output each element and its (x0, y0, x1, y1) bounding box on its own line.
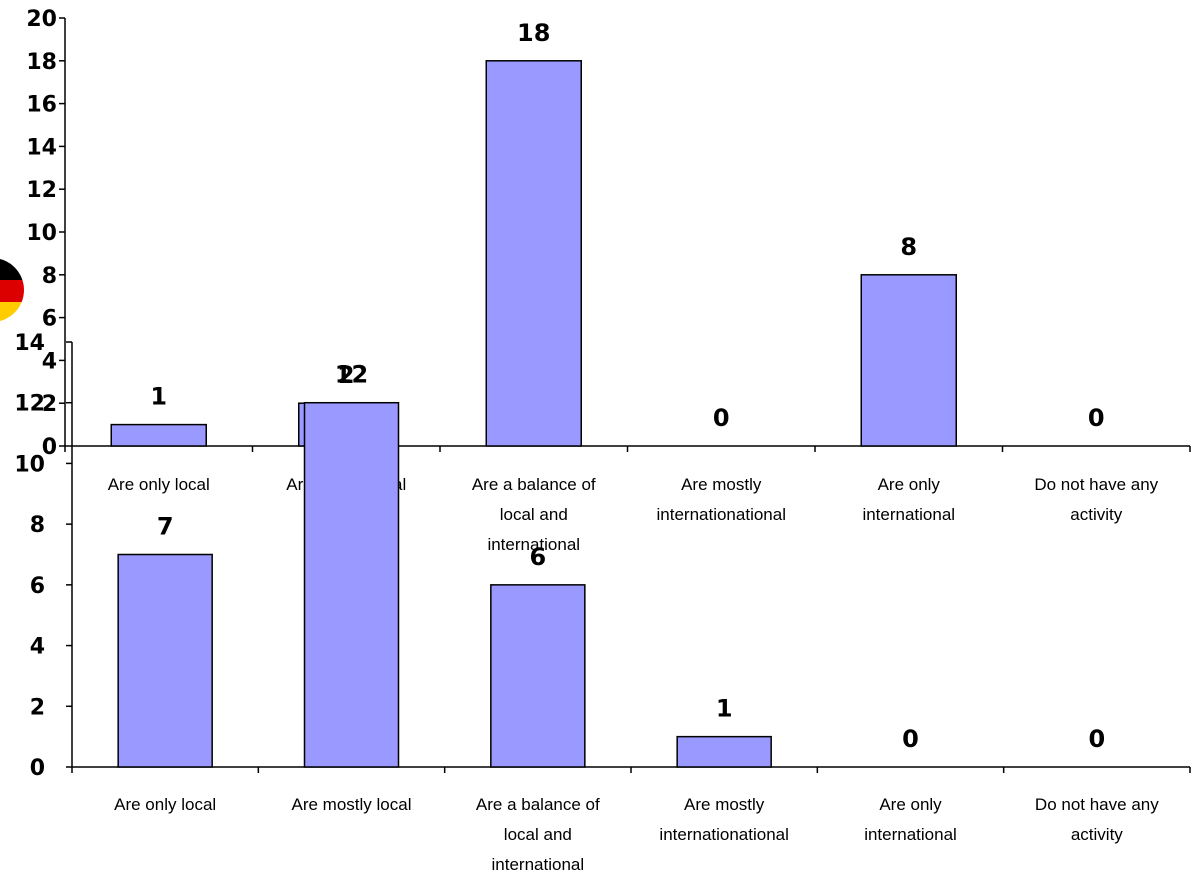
bar (676, 735, 772, 768)
y-tick-label: 18 (26, 50, 57, 75)
bar (117, 553, 213, 768)
data-label: 0 (902, 725, 919, 753)
y-tick-label: 8 (42, 264, 57, 289)
data-label: 8 (900, 233, 917, 261)
data-label: 0 (713, 404, 730, 432)
y-tick-label: 2 (42, 392, 57, 417)
data-label: 6 (529, 543, 546, 571)
bar (110, 423, 207, 447)
y-tick-label: 14 (26, 135, 57, 160)
chart-top: 0 2 4 6 8 10 12 14 16 18 20 1 Are only local 2 Are mos… (26, 7, 1191, 554)
category-label: Are only international (864, 795, 957, 844)
bar (490, 584, 586, 768)
y-tick-label: 10 (26, 221, 57, 246)
data-label: 1 (716, 695, 733, 723)
category-label: Are mostly internationational (657, 475, 786, 524)
category-label: Do not have any activity (1034, 475, 1158, 524)
bar (485, 60, 582, 447)
y-tick-label: 20 (26, 7, 57, 32)
y-tick-label: 8 (30, 513, 45, 538)
y-tick-label: 2 (30, 695, 45, 720)
category-label: Are only local (114, 795, 216, 814)
category-label: Are a balance of local and international (476, 795, 600, 871)
y-tick-label: 12 (26, 178, 57, 203)
category-label: Are mostly internationational (659, 795, 788, 844)
data-label: 2 (338, 361, 355, 389)
category-label: Are only international (862, 475, 955, 524)
data-label: 1 (150, 383, 167, 411)
category-label: Are mostly local (292, 795, 412, 814)
y-tick-label: 12 (14, 392, 45, 417)
data-label: 12 (335, 361, 368, 389)
y-tick-label: 6 (30, 574, 45, 599)
y-tick-label: 10 (14, 452, 45, 477)
y-tick-label: 14 (14, 331, 45, 356)
data-label: 0 (1088, 725, 1105, 753)
y-tick-label: 4 (42, 349, 57, 374)
bar (303, 401, 400, 768)
data-label: 0 (1088, 404, 1105, 432)
data-label: 7 (157, 513, 174, 541)
y-tick-label: 0 (30, 756, 45, 781)
category-label: Are a balance of local and international (472, 475, 596, 554)
bar (860, 274, 957, 447)
data-label: 18 (517, 19, 550, 47)
category-label: Are only local (108, 475, 210, 494)
y-tick-label: 0 (42, 435, 57, 460)
y-tick-label: 6 (42, 307, 57, 332)
flag-logo-icon (0, 258, 24, 322)
y-tick-label: 4 (30, 635, 45, 660)
category-label: Do not have any activity (1035, 795, 1159, 844)
y-tick-label: 16 (26, 93, 57, 118)
